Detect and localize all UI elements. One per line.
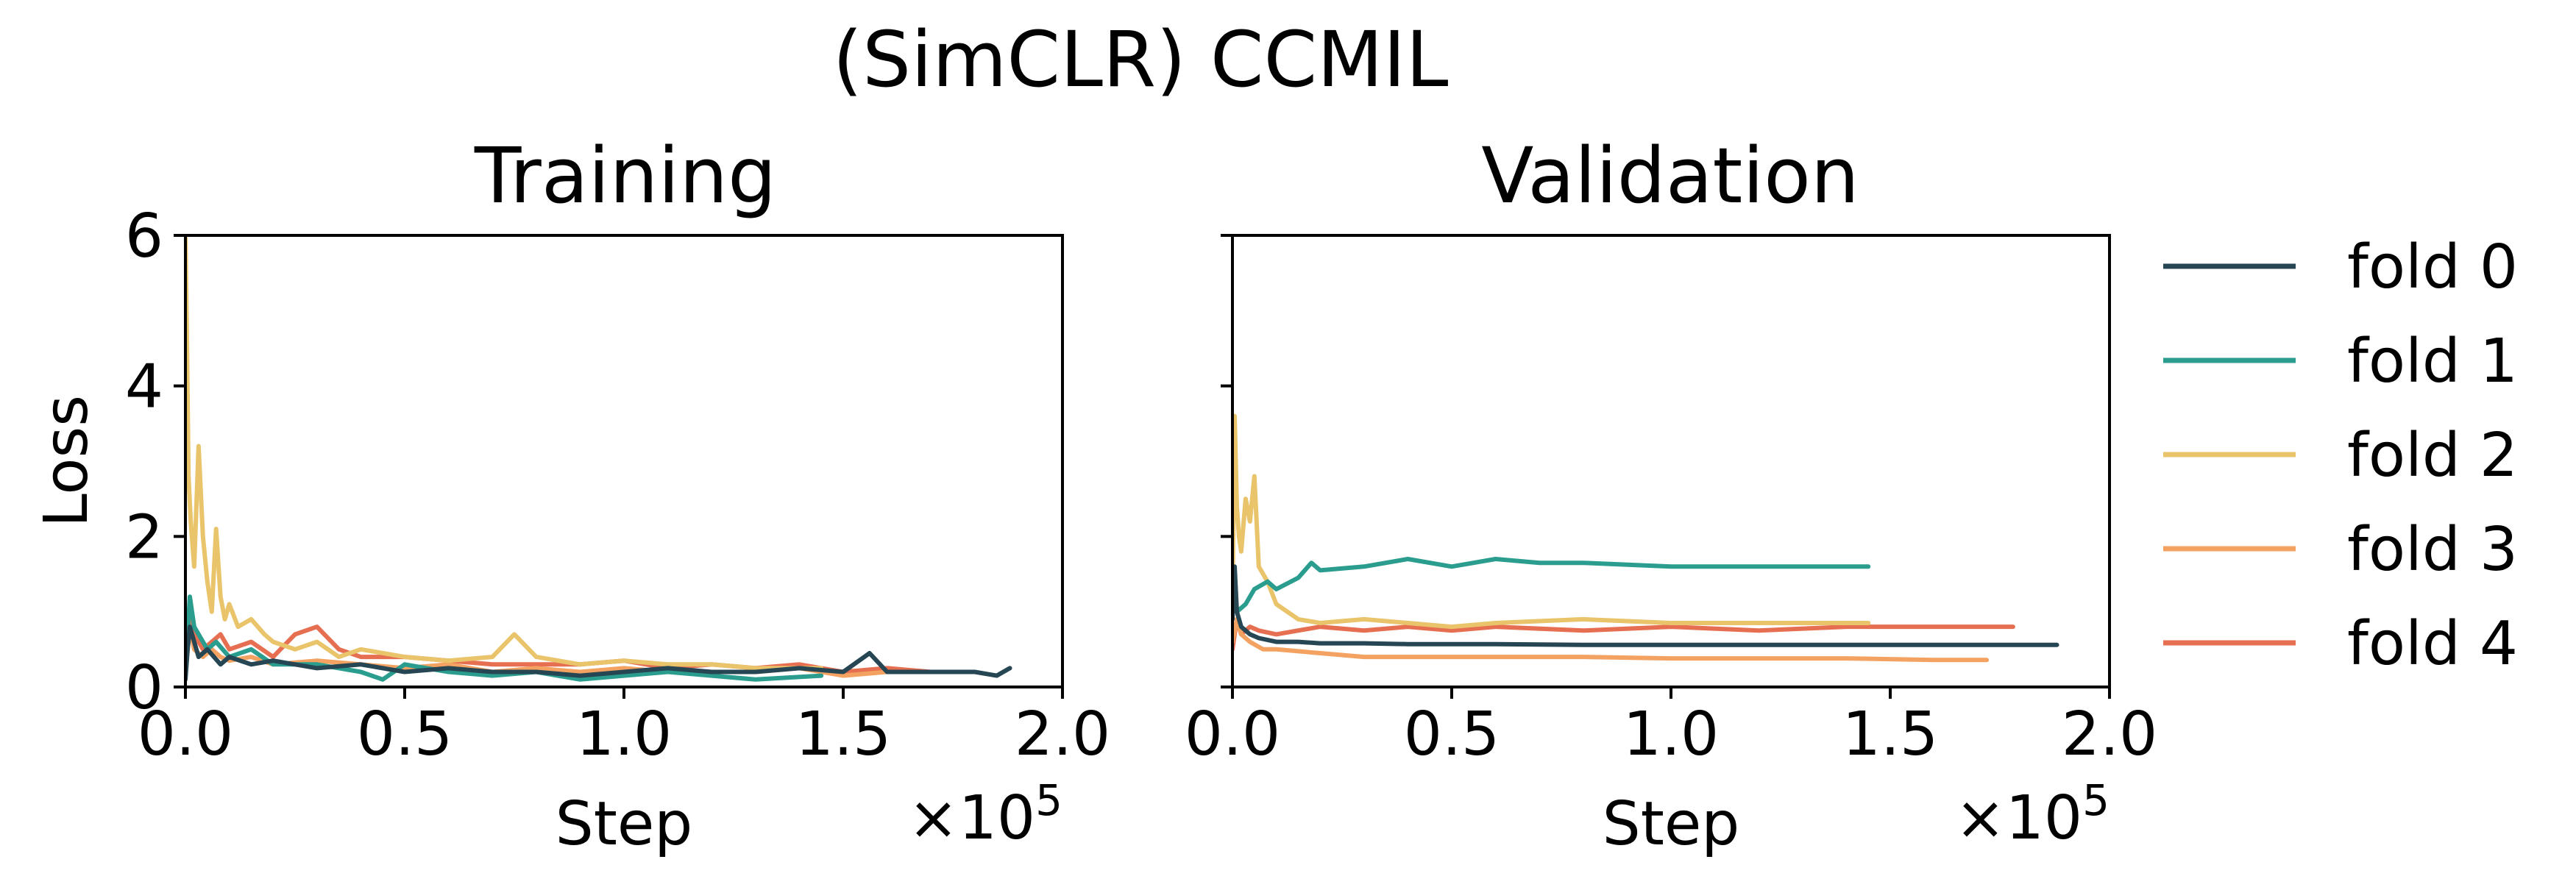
validation-panel: Validation 0.0 0.5 1.0 1.5 2.0 Step ×105 [1185, 131, 2157, 859]
validation-series-layer [1232, 413, 2059, 663]
training-ytick-label: 0 [125, 653, 163, 723]
training-ylabel: Loss [32, 395, 102, 527]
training-x-multiplier-base: ×10 [908, 783, 1035, 853]
validation-line-fold-2 [1232, 413, 1871, 630]
training-panel: Training 0.0 0.5 1.0 1.5 2.0 0 2 4 6 Loss Step ×… [32, 131, 1110, 859]
validation-xtick-label: 0.0 [1185, 699, 1280, 769]
validation-line-fold-0 [1232, 564, 2059, 647]
training-x-multiplier-exponent: 5 [1035, 775, 1062, 825]
validation-x-multiplier-exponent: 5 [2082, 775, 2110, 825]
validation-xtick-label: 1.0 [1623, 699, 1719, 769]
legend-label: fold 0 [2347, 232, 2518, 302]
training-ytick-label: 6 [125, 202, 163, 271]
legend-label: fold 2 [2347, 421, 2518, 491]
validation-title: Validation [1481, 131, 1859, 221]
training-ytick-label: 2 [125, 502, 163, 572]
validation-xtick-label: 0.5 [1404, 699, 1500, 769]
validation-xlabel: Step [1603, 789, 1740, 859]
training-xtick-label: 0.0 [138, 699, 233, 769]
training-xlabel: Step [556, 789, 693, 859]
training-series-layer [185, 235, 1012, 682]
figure-title: (SimCLR) CCMIL [833, 15, 1449, 104]
validation-line-fold-3 [1232, 616, 1990, 663]
training-line-fold-1 [185, 594, 824, 682]
validation-line-fold-1 [1232, 557, 1871, 614]
training-ticks: 0.0 0.5 1.0 1.5 2.0 0 2 4 6 [125, 202, 1110, 769]
legend-label: fold 1 [2347, 327, 2518, 396]
validation-x-multiplier-base: ×10 [1955, 783, 2082, 853]
training-line-fold-2 [185, 235, 824, 671]
training-xtick-label: 0.5 [357, 699, 453, 769]
training-line-fold-0 [185, 624, 1012, 682]
legend-label: fold 3 [2347, 515, 2518, 585]
validation-ticks: 0.0 0.5 1.0 1.5 2.0 [1185, 234, 2157, 769]
training-title: Training [474, 131, 776, 221]
training-xtick-label: 1.0 [576, 699, 672, 769]
validation-x-multiplier: ×105 [1955, 775, 2110, 853]
training-axes-frame [184, 234, 1064, 688]
training-ytick-label: 4 [125, 352, 163, 422]
training-xtick-label: 1.5 [795, 699, 891, 769]
training-xtick-label: 2.0 [1015, 699, 1110, 769]
legend-label: fold 4 [2347, 609, 2518, 679]
validation-xtick-label: 1.5 [1842, 699, 1938, 769]
validation-xtick-label: 2.0 [2062, 699, 2157, 769]
legend: fold 0 fold 1 fold 2 fold 3 fold 4 [2163, 232, 2518, 679]
training-x-multiplier: ×105 [908, 775, 1062, 853]
